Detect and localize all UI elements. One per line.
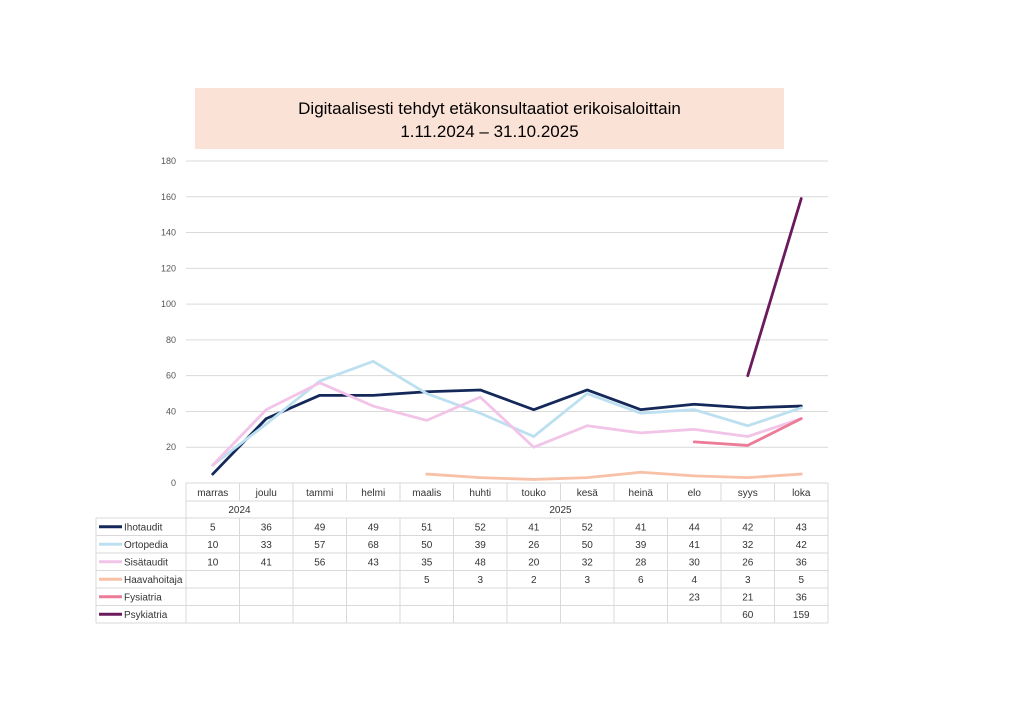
- x-tick-label: helmi: [361, 488, 385, 499]
- y-axis-ticks: 0 20 40 60 80 100 120 140 160 180: [161, 156, 176, 488]
- x-tick-label: kesä: [577, 488, 599, 499]
- legend-series-name: Psykiatria: [124, 610, 168, 621]
- data-label: 5: [210, 522, 216, 533]
- x-tick-label: heinä: [629, 488, 654, 499]
- chart-title: Digitaalisesti tehdyt etäkonsultaatiot e…: [195, 88, 784, 149]
- data-label: 23: [689, 592, 701, 603]
- data-table: marras joulu tammi helmi maalis huhti touko kes…: [95, 482, 829, 624]
- y-tick-label: 180: [161, 156, 176, 166]
- data-label: 51: [421, 522, 433, 533]
- x-tick-label: marras: [197, 488, 228, 499]
- data-label: 50: [421, 540, 433, 551]
- data-label: 36: [796, 557, 808, 568]
- series-lines: [211, 197, 803, 481]
- series-line: [211, 388, 803, 476]
- data-label: 32: [582, 557, 594, 568]
- chart-title-line2: 1.11.2024 – 31.10.2025: [400, 122, 579, 141]
- data-label: 5: [424, 575, 430, 586]
- y-tick-label: 140: [161, 228, 176, 238]
- series-ortopedia: [211, 359, 803, 467]
- y-tick-label: 120: [161, 263, 176, 273]
- series-line: [692, 417, 803, 447]
- series-line: [211, 359, 803, 467]
- data-label: 56: [314, 557, 326, 568]
- y-tick-label: 100: [161, 299, 176, 309]
- data-label: 41: [635, 522, 647, 533]
- y-tick-label: 80: [166, 335, 176, 345]
- data-label: 10: [207, 557, 219, 568]
- x-tick-label: maalis: [412, 488, 441, 499]
- data-label: 26: [528, 540, 540, 551]
- data-label: 57: [314, 540, 326, 551]
- data-label: 10: [207, 540, 219, 551]
- series-haavahoitaja: [425, 470, 803, 481]
- data-label: 2: [531, 575, 537, 586]
- data-label: 48: [475, 557, 487, 568]
- series-sisätaudit: [211, 381, 803, 467]
- data-label: 36: [261, 522, 273, 533]
- y-tick-label: 60: [166, 371, 176, 381]
- year-group-label: 2024: [228, 505, 251, 516]
- data-label: 33: [261, 540, 273, 551]
- data-label: 21: [742, 592, 754, 603]
- x-tick-label: huhti: [469, 488, 491, 499]
- x-tick-label: elo: [688, 488, 702, 499]
- data-label: 42: [742, 522, 754, 533]
- year-group-label: 2025: [549, 505, 572, 516]
- data-label: 43: [796, 522, 808, 533]
- series-psykiatria: [746, 197, 803, 378]
- data-label: 3: [745, 575, 751, 586]
- data-label: 36: [796, 592, 808, 603]
- legend-series-name: Ortopedia: [124, 540, 168, 551]
- data-label: 30: [689, 557, 701, 568]
- data-label: 35: [421, 557, 433, 568]
- data-label: 50: [582, 540, 594, 551]
- y-tick-label: 160: [161, 192, 176, 202]
- data-label: 44: [689, 522, 701, 533]
- x-tick-label: tammi: [306, 488, 333, 499]
- data-label: 52: [475, 522, 487, 533]
- data-label: 43: [368, 557, 380, 568]
- y-tick-label: 20: [166, 442, 176, 452]
- legend-series-name: Ihotaudit: [124, 522, 163, 533]
- data-label: 26: [742, 557, 754, 568]
- data-label: 6: [638, 575, 644, 586]
- data-label: 28: [635, 557, 647, 568]
- y-tick-label: 0: [171, 478, 176, 488]
- data-label: 32: [742, 540, 754, 551]
- data-label: 60: [742, 610, 754, 621]
- data-label: 42: [796, 540, 808, 551]
- x-tick-label: joulu: [255, 488, 277, 499]
- series-fysiatria: [692, 417, 803, 447]
- series-line: [211, 381, 803, 467]
- chart-title-line1: Digitaalisesti tehdyt etäkonsultaatiot e…: [298, 99, 681, 118]
- legend-series-name: Fysiatria: [124, 592, 162, 603]
- data-label: 52: [582, 522, 594, 533]
- data-label: 49: [314, 522, 326, 533]
- y-tick-label: 40: [166, 406, 176, 416]
- x-tick-label: loka: [792, 488, 811, 499]
- data-label: 3: [477, 575, 483, 586]
- data-label: 41: [261, 557, 273, 568]
- series-line: [746, 197, 803, 378]
- data-label: 41: [528, 522, 540, 533]
- x-tick-label: syys: [738, 488, 758, 499]
- data-label: 68: [368, 540, 380, 551]
- data-label: 41: [689, 540, 701, 551]
- data-label: 39: [635, 540, 647, 551]
- x-tick-label: touko: [522, 488, 547, 499]
- data-label: 4: [691, 575, 697, 586]
- data-label: 3: [584, 575, 590, 586]
- series-line: [425, 470, 803, 481]
- gridlines: [186, 160, 828, 484]
- data-label: 159: [793, 610, 810, 621]
- legend-series-name: Sisätaudit: [124, 557, 168, 568]
- legend-series-name: Haavahoitaja: [124, 575, 183, 586]
- data-label: 39: [475, 540, 487, 551]
- series-ihotaudit: [211, 388, 803, 476]
- data-label: 5: [798, 575, 804, 586]
- data-label: 20: [528, 557, 540, 568]
- data-label: 49: [368, 522, 380, 533]
